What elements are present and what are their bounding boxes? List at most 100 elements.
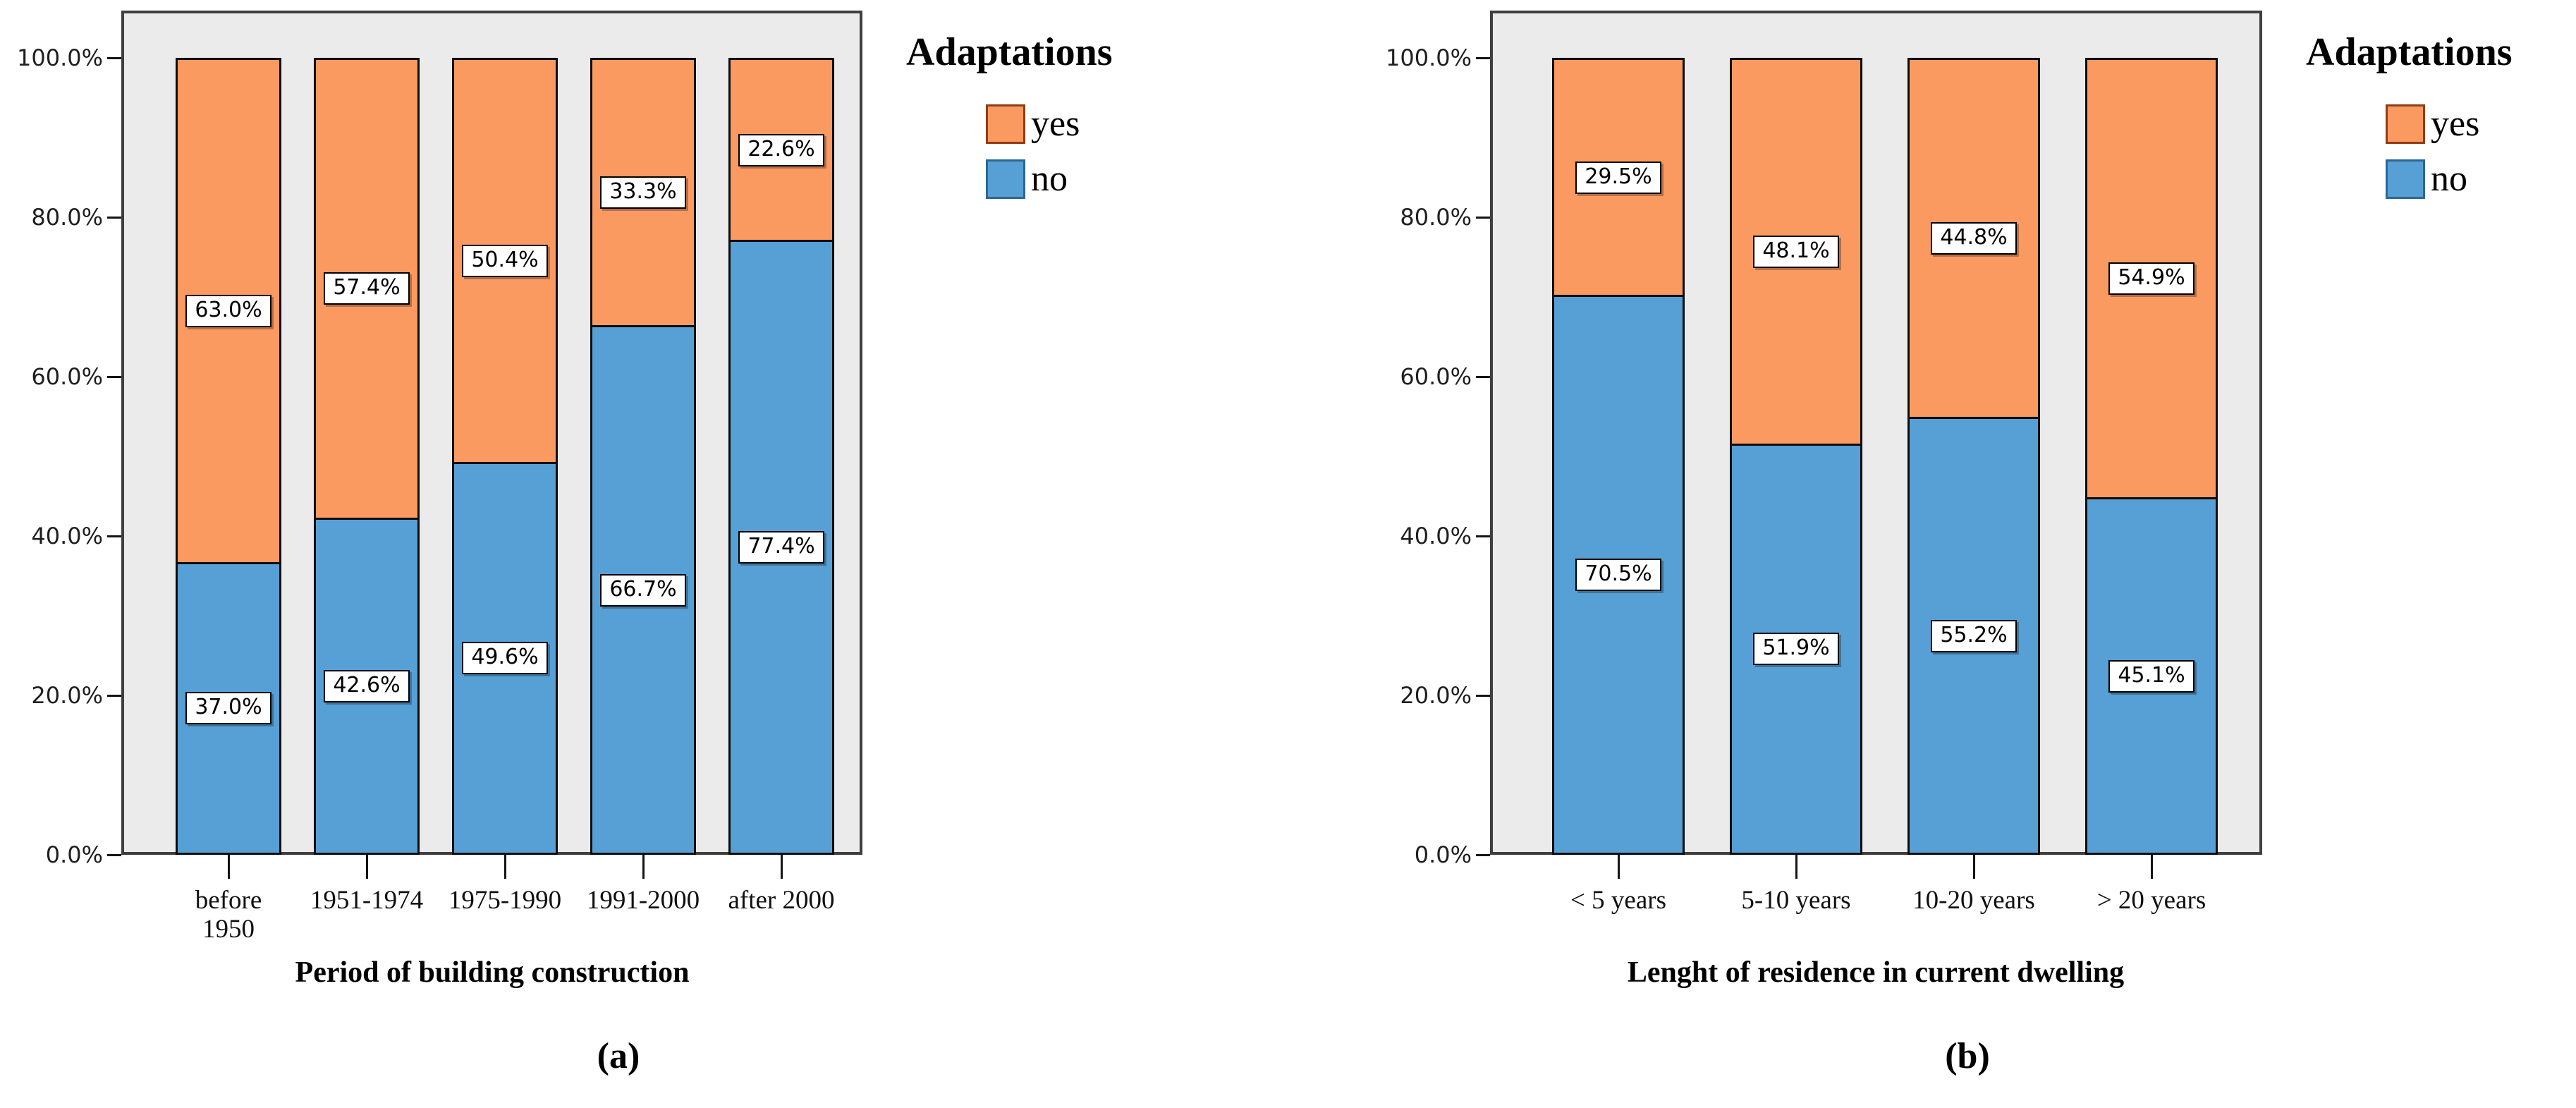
y-tick-label: 80.0% [31,204,103,231]
legend-swatch-yes [2386,104,2425,144]
value-label-no: 45.1% [2108,659,2195,693]
y-tick-mark [1476,535,1490,537]
x-tick-mark [2150,855,2153,879]
value-label-yes: 33.3% [600,176,686,209]
bar-a-0: 63.0% 37.0% [176,58,281,855]
y-tick-label: 100.0% [16,44,103,71]
bar-segment-no: 55.2% [1910,417,2038,853]
x-category-label: 10-20 years [1912,886,2035,915]
legend-title-b: Adaptations [2306,30,2513,74]
y-tick-label: 60.0% [1400,363,1472,390]
x-tick-mark [1795,855,1797,879]
value-label-yes: 44.8% [1931,222,2017,255]
y-tick-mark [1476,375,1490,378]
bar-segment-yes: 63.0% [178,60,279,562]
bar-b-1: 48.1% 51.9% [1730,58,1862,855]
bar-segment-yes: 44.8% [1910,60,2038,418]
x-category-label: 1951-1974 [310,886,424,915]
x-tick-mark [227,855,230,879]
legend-label-yes: yes [2431,104,2480,144]
bar-segment-no: 66.7% [592,325,694,853]
y-tick-label: 80.0% [1400,204,1472,231]
legend-label-no: no [1031,159,1068,199]
bar-segment-yes: 54.9% [2087,60,2216,498]
value-label-no: 37.0% [185,692,271,725]
y-tick-label: 20.0% [31,682,103,709]
bar-segment-no: 51.9% [1732,443,1860,853]
value-label-no: 70.5% [1575,559,1661,592]
bar-segment-yes: 50.4% [454,60,556,462]
y-tick-label: 60.0% [31,363,103,390]
bar-a-1: 57.4% 42.6% [314,58,420,855]
y-tick-mark [1476,56,1490,59]
x-category-label: 1991-2000 [586,886,700,915]
y-tick-label: 100.0% [1385,44,1472,71]
bar-segment-no: 77.4% [731,240,832,853]
x-axis-title-b: Lenght of residence in current dwelling [1627,956,2125,989]
x-tick-mark [1617,855,1620,879]
x-tick-mark [1972,855,1975,879]
x-category-label: before 1950 [195,886,262,944]
y-tick-mark [1476,694,1490,697]
x-tick-mark [365,855,368,879]
y-tick-mark [1476,216,1490,219]
value-label-yes: 54.9% [2108,262,2195,296]
y-tick-mark [1476,853,1490,856]
bar-segment-yes: 29.5% [1554,60,1683,296]
bar-b-2: 44.8% 55.2% [1907,58,2040,855]
bar-a-2: 50.4% 49.6% [452,58,558,855]
bar-segment-no: 49.6% [454,461,556,853]
x-tick-mark [503,855,506,879]
y-tick-label: 20.0% [1400,682,1472,709]
y-tick-label: 0.0% [1414,841,1472,868]
y-tick-label: 40.0% [1400,523,1472,549]
y-tick-mark [107,853,121,856]
bar-segment-no: 42.6% [316,517,417,853]
bar-b-0: 29.5% 70.5% [1552,58,1685,855]
legend-label-no: no [2431,159,2467,199]
x-category-label: 1975-1990 [448,886,562,915]
bar-segment-yes: 33.3% [592,60,694,326]
panel-caption-b: (b) [1945,1036,1990,1076]
y-tick-label: 0.0% [45,841,103,868]
x-category-label: 5-10 years [1741,886,1851,915]
bar-segment-yes: 57.4% [316,60,417,518]
x-category-label: after 2000 [728,886,835,915]
value-label-no: 42.6% [324,669,410,702]
bar-segment-yes: 22.6% [731,60,832,241]
bar-segment-yes: 48.1% [1732,60,1860,444]
value-label-yes: 57.4% [324,272,410,305]
y-tick-mark [107,694,121,697]
panel-caption-a: (a) [597,1036,640,1076]
x-category-label: > 20 years [2096,886,2206,915]
y-tick-mark [107,375,121,378]
y-tick-mark [107,216,121,219]
y-tick-mark [107,535,121,537]
x-tick-mark [642,855,645,879]
x-tick-mark [780,855,783,879]
bar-a-4: 22.6% 77.4% [728,58,834,855]
value-label-no: 55.2% [1931,619,2017,652]
value-label-no: 49.6% [462,642,548,675]
value-label-no: 66.7% [600,573,686,607]
x-category-label: < 5 years [1570,886,1666,915]
value-label-no: 77.4% [738,531,824,564]
value-label-yes: 48.1% [1753,235,1839,268]
bar-b-3: 54.9% 45.1% [2085,58,2218,855]
y-tick-label: 40.0% [31,523,103,549]
legend-swatch-no [986,159,1025,199]
value-label-no: 51.9% [1753,633,1839,666]
value-label-yes: 22.6% [738,133,824,166]
x-axis-title-a: Period of building construction [295,956,690,989]
legend-swatch-no [2386,159,2425,199]
value-label-yes: 29.5% [1575,161,1661,194]
value-label-yes: 50.4% [462,244,548,277]
bar-segment-no: 45.1% [2087,497,2216,853]
value-label-yes: 63.0% [185,294,271,327]
bar-segment-no: 37.0% [178,561,279,853]
y-tick-mark [107,56,121,59]
bar-a-3: 33.3% 66.7% [590,58,696,855]
legend-title-a: Adaptations [906,30,1113,74]
legend-swatch-yes [986,104,1025,144]
